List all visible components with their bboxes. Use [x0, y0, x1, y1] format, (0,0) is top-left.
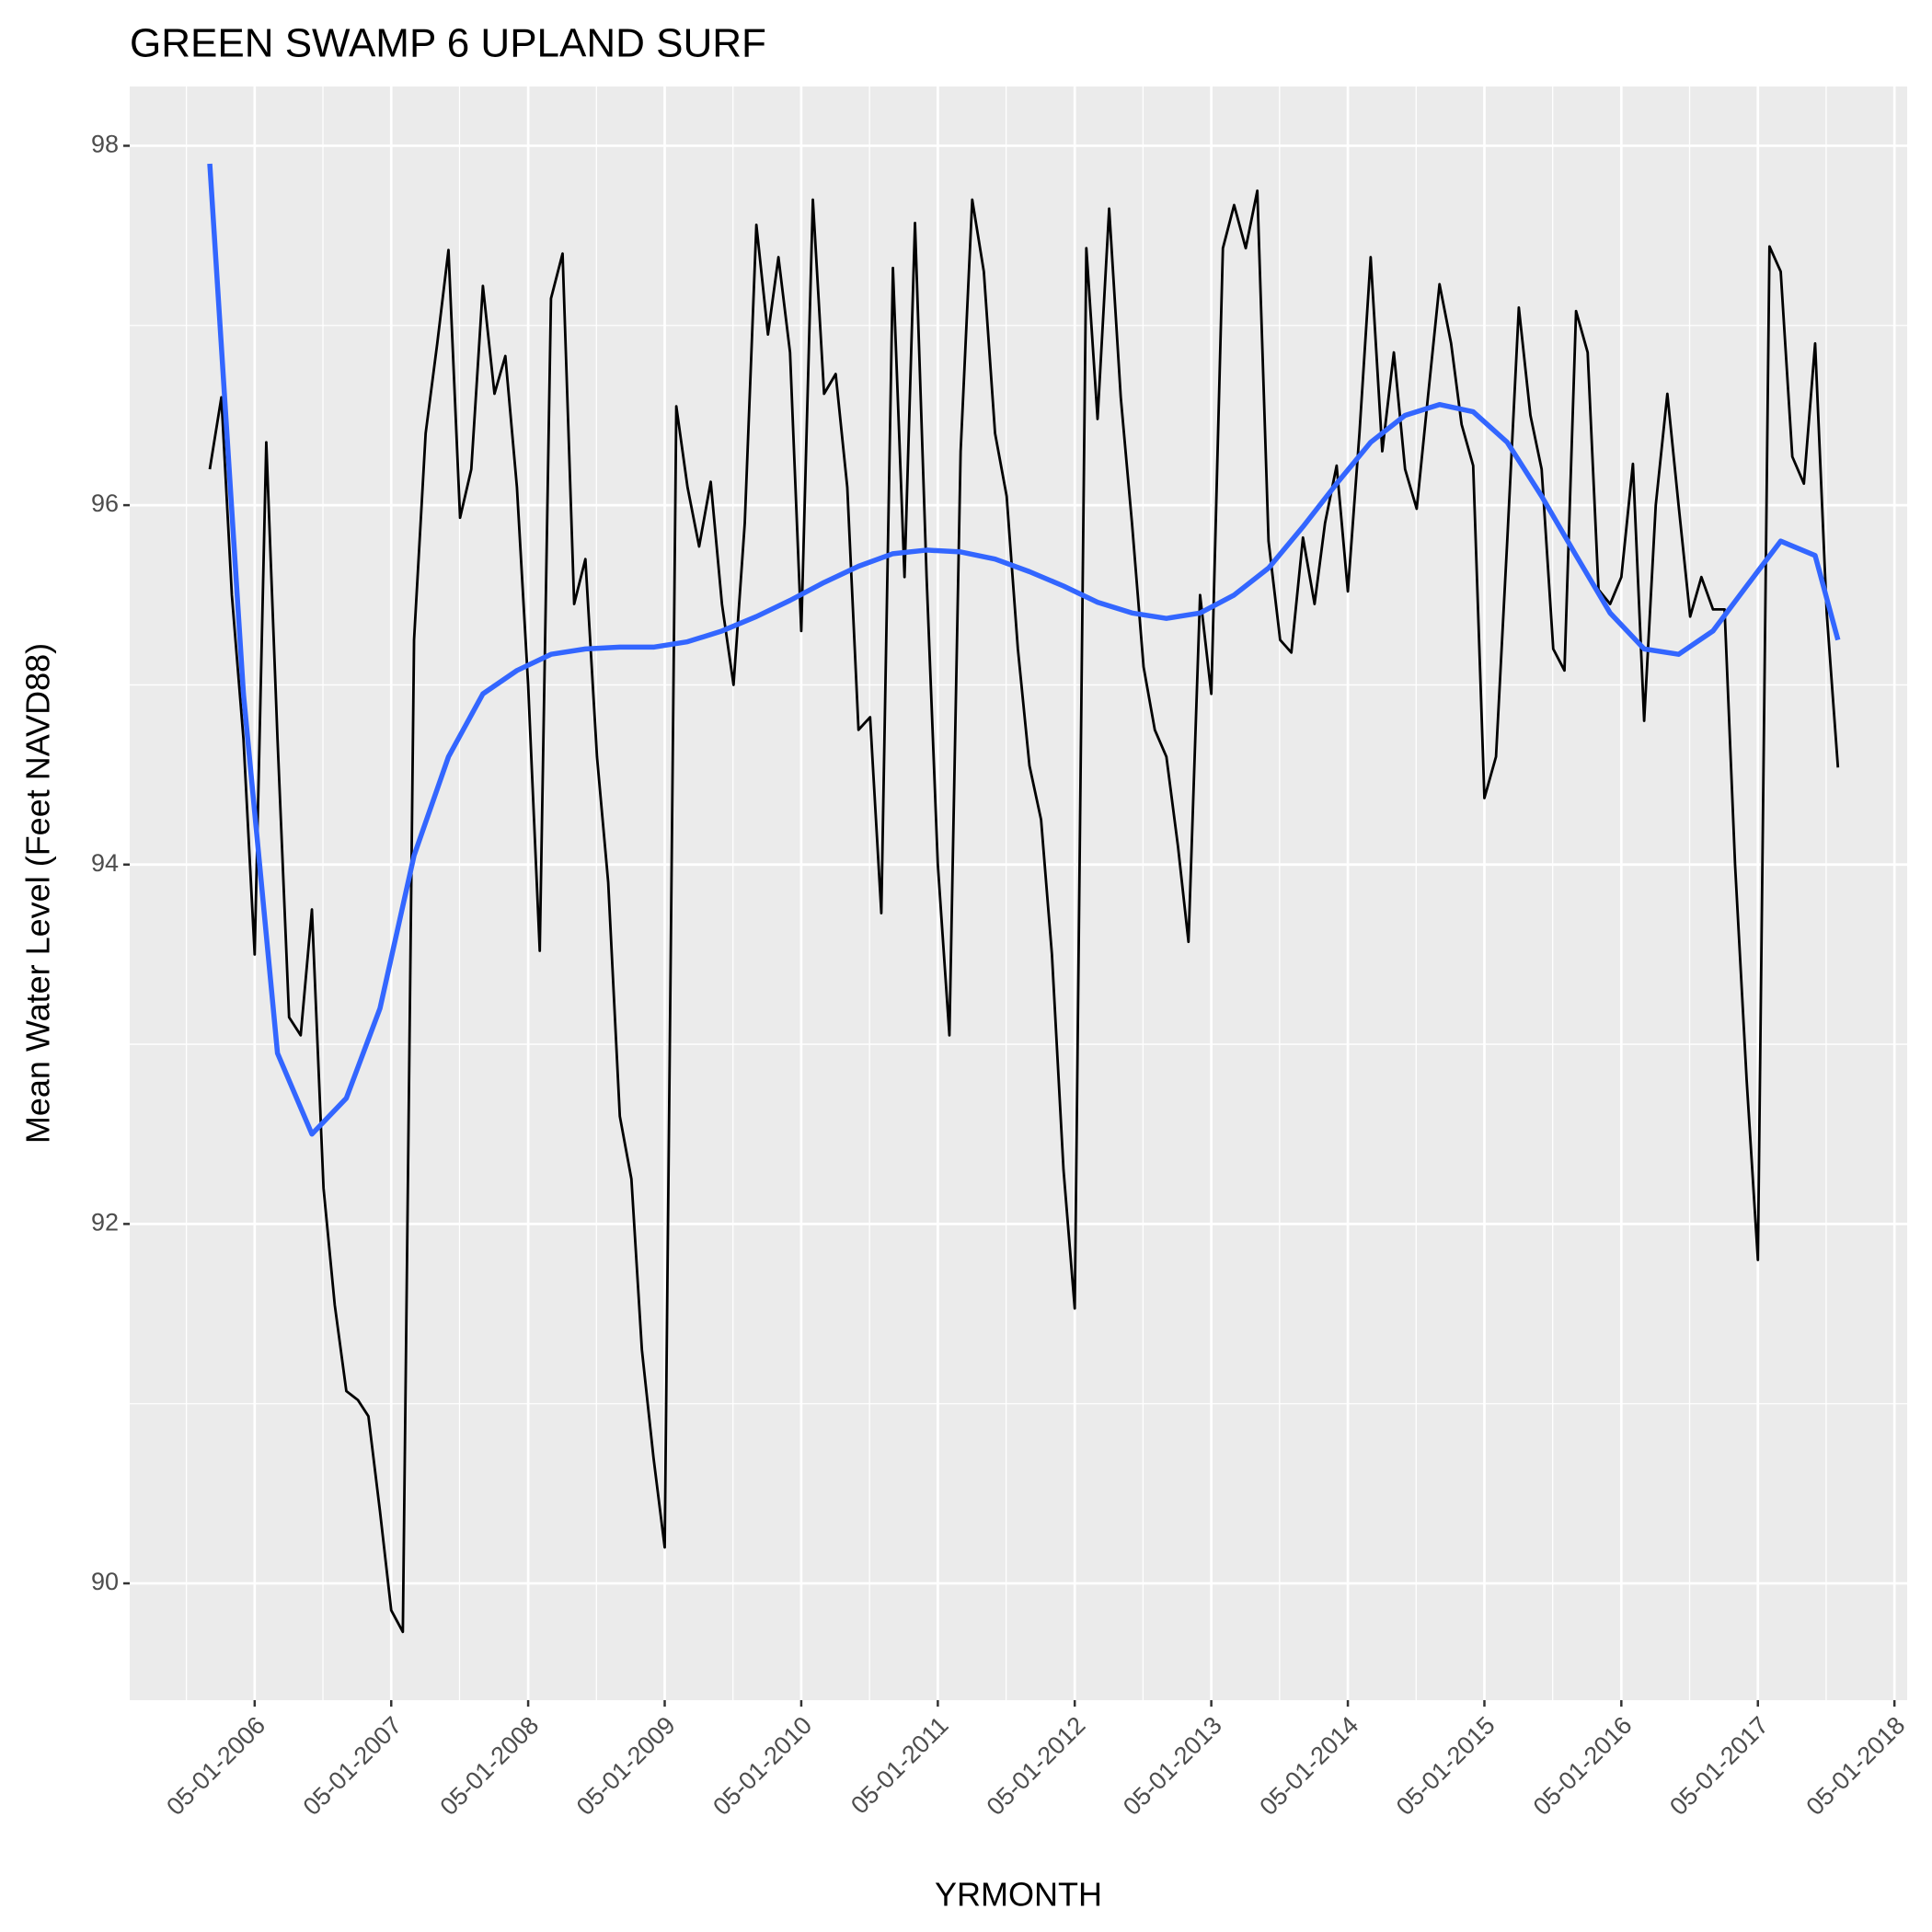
x-tick-label: 05-01-2010: [707, 1711, 817, 1821]
x-tick-label: 05-01-2016: [1528, 1711, 1638, 1821]
x-tick-label: 05-01-2012: [982, 1711, 1091, 1821]
x-tick-label: 05-01-2008: [434, 1711, 544, 1821]
x-axis-title: YRMONTH: [935, 1876, 1102, 1914]
y-tick-label: 90: [91, 1568, 119, 1595]
x-tick-label: 05-01-2015: [1391, 1711, 1501, 1821]
x-tick-label: 05-01-2011: [845, 1711, 953, 1819]
y-tick-label: 98: [91, 131, 119, 158]
data-line: [207, 163, 1841, 1137]
data-line: [208, 189, 1840, 1634]
y-tick-label: 94: [91, 849, 119, 877]
x-tick-label: 05-01-2007: [298, 1711, 408, 1821]
x-tick-label: 05-01-2009: [571, 1711, 681, 1821]
x-tick-label: 05-01-2006: [161, 1711, 270, 1821]
y-axis-title: Mean Water Level (Feet NAVD88): [19, 643, 57, 1144]
x-tick-label: 05-01-2014: [1254, 1711, 1363, 1821]
plot-background: [130, 86, 1907, 1700]
y-tick-label: 92: [91, 1209, 119, 1236]
x-tick-label: 05-01-2017: [1664, 1711, 1774, 1821]
x-tick-label: 05-01-2013: [1118, 1711, 1227, 1821]
chart-title: GREEN SWAMP 6 UPLAND SURF: [130, 21, 766, 66]
y-tick-label: 96: [91, 489, 119, 517]
x-tick-label: 05-01-2018: [1801, 1711, 1911, 1821]
